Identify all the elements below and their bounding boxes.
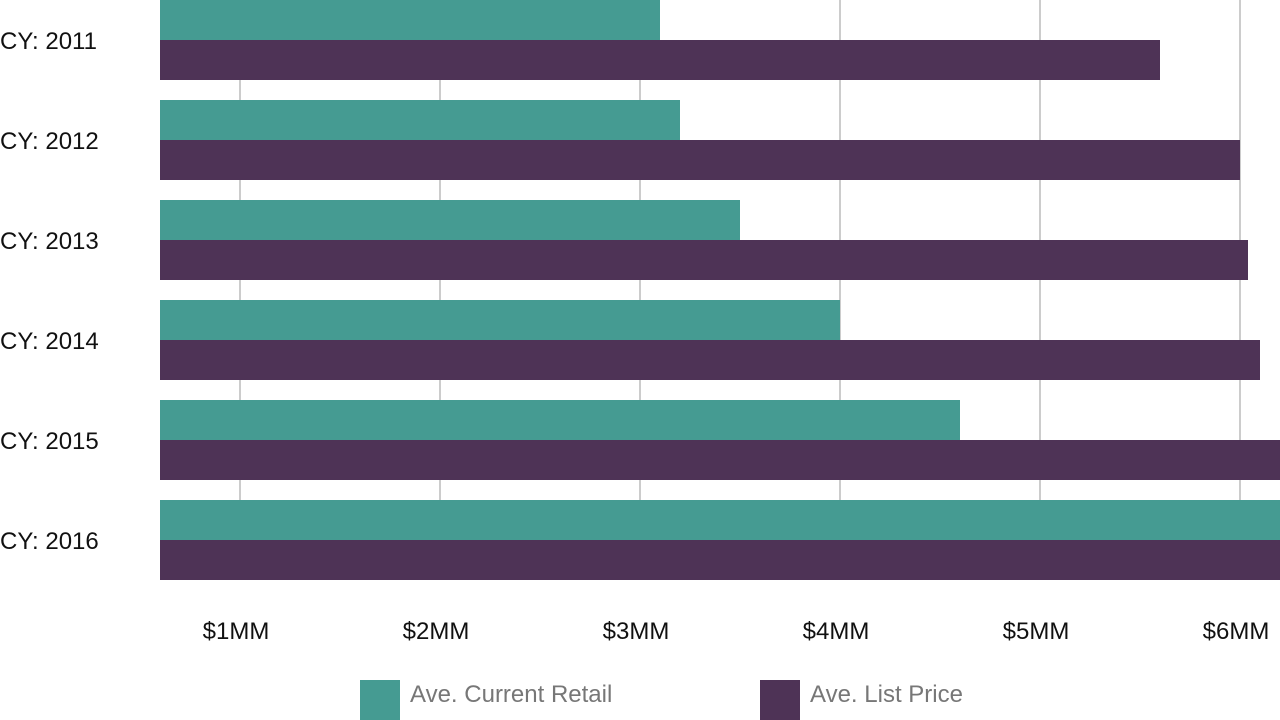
x-tick-label: $4MM	[803, 618, 870, 645]
bar-list-price-4	[160, 340, 1260, 380]
x-tick-label: $3MM	[603, 618, 670, 645]
bar-current-retail-2	[160, 100, 680, 140]
x-tick-label: $2MM	[403, 618, 470, 645]
category-label: CY: 2011	[0, 28, 97, 55]
legend-label: Ave. List Price	[810, 681, 963, 708]
x-tick-label: $5MM	[1003, 618, 1070, 645]
x-tick-label: $1MM	[203, 618, 270, 645]
x-tick-label: $6MM	[1203, 618, 1270, 645]
category-label: CY: 2015	[0, 428, 99, 455]
bar-current-retail-6	[160, 500, 1280, 540]
bar-list-price-5	[160, 440, 1280, 480]
legend-swatch-1	[360, 680, 400, 720]
bar-current-retail-5	[160, 400, 960, 440]
bar-list-price-1	[160, 40, 1160, 80]
legend-swatch-2	[760, 680, 800, 720]
category-label: CY: 2012	[0, 128, 99, 155]
bar-current-retail-1	[160, 0, 660, 40]
bar-list-price-2	[160, 140, 1240, 180]
category-label: CY: 2016	[0, 528, 99, 555]
bar-list-price-3	[160, 240, 1248, 280]
bar-current-retail-3	[160, 200, 740, 240]
category-label: CY: 2014	[0, 328, 99, 355]
legend-label: Ave. Current Retail	[410, 681, 612, 708]
bar-current-retail-4	[160, 300, 840, 340]
bar-list-price-6	[160, 540, 1280, 580]
category-label: CY: 2013	[0, 228, 99, 255]
